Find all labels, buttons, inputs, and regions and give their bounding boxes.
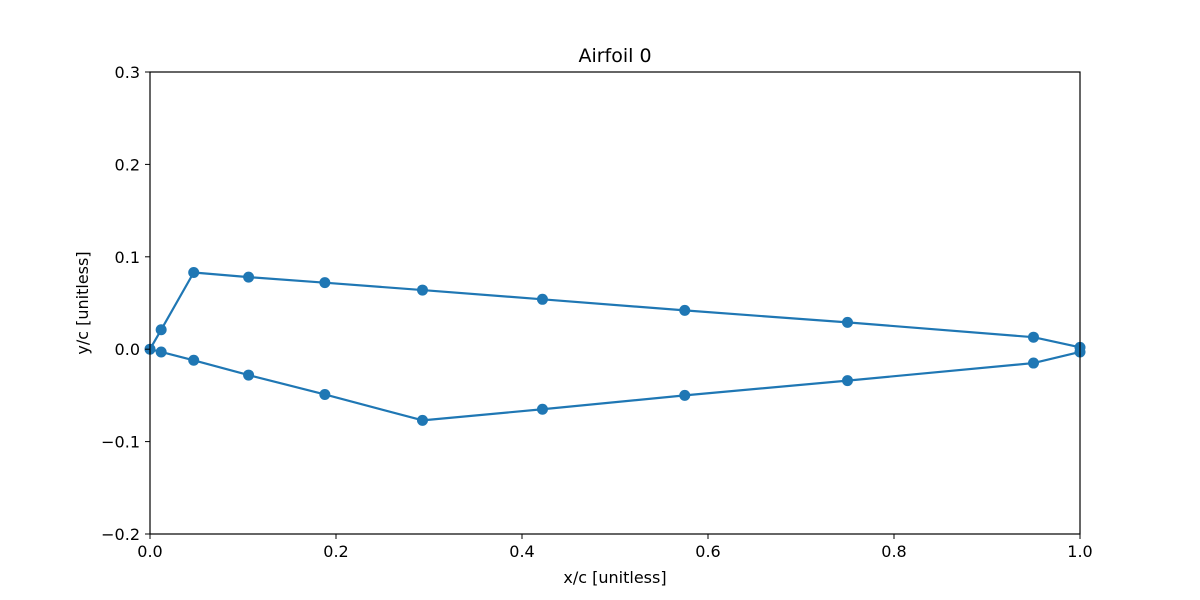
data-point xyxy=(679,389,691,401)
data-point xyxy=(416,284,428,296)
x-tick-label: 0.0 xyxy=(137,542,162,561)
data-point xyxy=(536,293,548,305)
data-point xyxy=(319,277,331,289)
y-tick-label: −0.1 xyxy=(101,433,140,452)
data-point xyxy=(679,304,691,316)
data-point xyxy=(155,346,167,358)
airfoil-line xyxy=(148,271,1081,422)
data-point xyxy=(243,271,255,283)
data-point xyxy=(319,388,331,400)
plot-frame xyxy=(149,71,1081,535)
data-point xyxy=(1028,357,1039,369)
chart-title: Airfoil 0 xyxy=(578,45,651,67)
x-tick-label: 0.6 xyxy=(695,542,720,561)
y-tick-label: 0.3 xyxy=(115,63,140,82)
data-point xyxy=(842,375,853,387)
x-tick-label: 0.4 xyxy=(509,542,534,561)
x-tick-label: 0.2 xyxy=(323,542,348,561)
y-tick-label: 0.1 xyxy=(115,248,140,267)
y-tick-label: 0.0 xyxy=(115,340,140,359)
x-axis: 0.0 0.2 0.4 0.6 0.8 1.0 xyxy=(137,534,1093,561)
data-point xyxy=(416,414,428,426)
data-point xyxy=(842,316,853,328)
plot-area xyxy=(144,267,1086,426)
y-axis-label: y/c [unitless] xyxy=(73,251,92,354)
x-tick-label: 1.0 xyxy=(1067,542,1092,561)
data-point xyxy=(188,354,200,366)
data-point xyxy=(243,369,255,381)
y-tick-label: −0.2 xyxy=(101,525,140,544)
data-point xyxy=(1028,331,1039,343)
x-axis-label: x/c [unitless] xyxy=(563,568,666,587)
data-point xyxy=(536,403,548,415)
data-point xyxy=(155,324,167,336)
x-tick-label: 0.8 xyxy=(881,542,906,561)
data-point xyxy=(188,267,200,279)
y-tick-label: 0.2 xyxy=(115,155,140,174)
y-axis: −0.2 −0.1 0.0 0.1 0.2 0.3 xyxy=(101,63,150,544)
